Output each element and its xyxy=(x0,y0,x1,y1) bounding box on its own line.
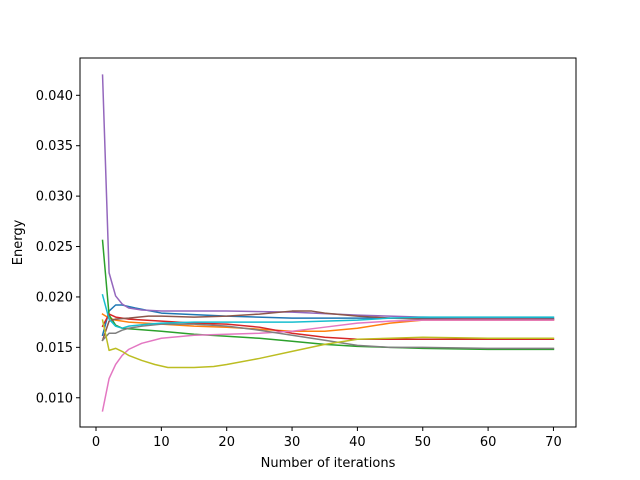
series-line-10 xyxy=(101,294,555,329)
y-tick-label: 0.025 xyxy=(36,240,73,255)
y-tick-label: 0.010 xyxy=(36,391,73,406)
series-line-1 xyxy=(101,304,555,337)
y-tick-label: 0.040 xyxy=(36,89,73,104)
x-tick-label: 60 xyxy=(480,435,497,450)
y-tick-label: 0.030 xyxy=(36,190,73,205)
x-axis-ticks: 0 10 20 30 40 50 60 70 xyxy=(92,427,562,450)
series-layer xyxy=(101,74,555,412)
x-tick-label: 0 xyxy=(92,435,100,450)
x-tick-label: 40 xyxy=(349,435,366,450)
x-tick-label: 20 xyxy=(218,435,235,450)
y-axis-label: Energy xyxy=(11,219,26,265)
series-line-9 xyxy=(101,319,555,369)
plot-frame xyxy=(79,57,577,428)
plot-area xyxy=(80,58,576,427)
x-axis-label: Number of iterations xyxy=(261,456,396,471)
y-tick-label: 0.020 xyxy=(36,290,73,305)
y-tick-label: 0.015 xyxy=(36,341,73,356)
series-line-4 xyxy=(101,313,555,341)
series-line-8 xyxy=(101,323,555,350)
series-line-7 xyxy=(101,319,555,412)
x-tick-label: 30 xyxy=(284,435,301,450)
y-tick-label: 0.035 xyxy=(36,139,73,154)
x-tick-label: 70 xyxy=(545,435,562,450)
x-tick-label: 10 xyxy=(153,435,170,450)
y-axis-ticks: 0.010 0.015 0.020 0.025 0.030 0.035 0.040 xyxy=(36,89,80,406)
x-tick-label: 50 xyxy=(414,435,431,450)
